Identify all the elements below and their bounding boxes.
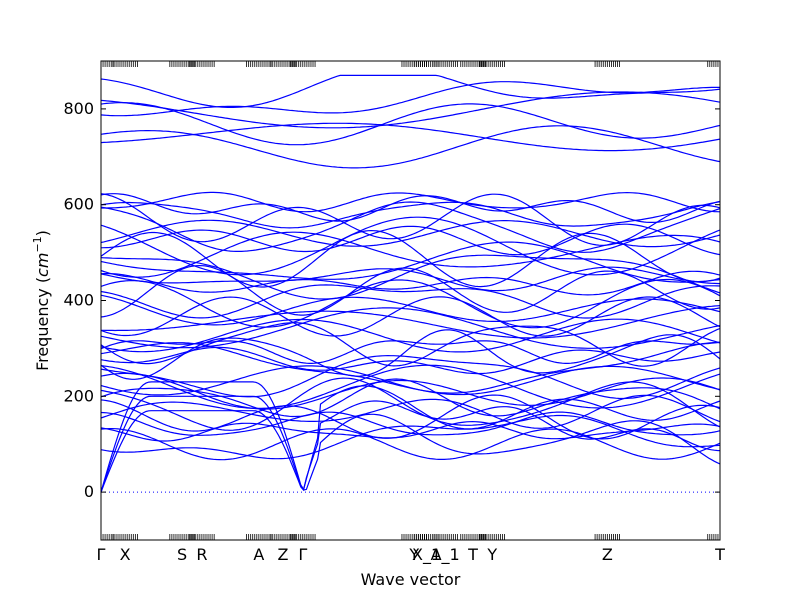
y-tick-label: 0 [84, 482, 94, 501]
phonon-band [100, 201, 721, 229]
x-tick-label: Z [278, 545, 289, 564]
x-tick-label: Y [408, 545, 419, 564]
y-tick-label: 600 [63, 195, 94, 214]
phonon-band [100, 318, 721, 353]
phonon-band [100, 201, 721, 253]
phonon-band [100, 264, 721, 318]
phonon-band [100, 102, 721, 146]
plot-frame [100, 60, 721, 541]
phonon-band [100, 294, 721, 326]
phonon-band [100, 270, 721, 296]
phonon-band [100, 395, 721, 493]
path-minor-ticks [100, 61, 721, 540]
phonon-band [100, 428, 721, 461]
phonon-band [100, 125, 721, 169]
y-tick-label: 200 [63, 386, 94, 405]
phonon-band [100, 420, 721, 442]
phonon-band [100, 284, 721, 319]
y-axis-label-close: ) [33, 230, 52, 236]
phonon-band [100, 216, 721, 276]
y-axis-label: Frequency (cm−1) [31, 230, 52, 371]
x-axis-ticks: Γ X S R A Z Γ YX_1A_1 T Y Z T [97, 545, 726, 565]
x-tick-label: X_1 [412, 545, 441, 565]
phonon-band [100, 193, 721, 223]
phonon-band [100, 307, 721, 349]
phonon-band [100, 91, 721, 129]
phonon-band [100, 241, 721, 283]
y-axis-ticks: 0 200 400 600 800 [63, 99, 720, 501]
phonon-band [100, 74, 721, 108]
x-tick-label: Y [486, 545, 497, 564]
x-tick-label: X [120, 545, 131, 564]
phonon-band [100, 346, 721, 375]
x-tick-label: Γ [298, 545, 307, 564]
phonon-band [100, 377, 721, 431]
phonon-band [100, 254, 721, 300]
phonon-band [100, 354, 721, 400]
phonon-band [101, 191, 721, 213]
phonon-band [100, 81, 720, 117]
phonon-band [100, 229, 721, 288]
x-tick-label: R [196, 545, 207, 564]
x-tick-label: A [253, 545, 264, 564]
x-tick-label: Γ [97, 545, 106, 564]
y-axis-label-exponent: −1 [31, 236, 44, 252]
band-lines [100, 74, 721, 493]
phonon-band [100, 341, 721, 394]
x-tick-label: Z [602, 545, 613, 564]
y-axis-label-unit: cm [33, 253, 52, 277]
x-tick-label: S [177, 545, 187, 564]
y-tick-label: 800 [63, 99, 94, 118]
phonon-band [100, 394, 721, 429]
phonon-band [100, 340, 721, 364]
x-axis-label: Wave vector [361, 570, 461, 589]
x-tick-label: A_1 [431, 545, 460, 565]
phonon-band [100, 372, 721, 410]
phonon-band [100, 278, 721, 329]
x-tick-label: T [714, 545, 725, 564]
phonon-band [100, 223, 721, 256]
phonon-band [100, 414, 721, 460]
phonon-band [100, 296, 721, 337]
x-tick-label: T [467, 545, 478, 564]
phonon-band [100, 410, 721, 493]
y-tick-label: 400 [63, 291, 94, 310]
phonon-band [100, 381, 721, 493]
y-axis-label-text: Frequency ( [33, 277, 52, 371]
phonon-band [100, 322, 721, 367]
phonon-band [100, 364, 721, 409]
phonon-band [100, 122, 721, 152]
phonon-band [100, 394, 721, 440]
phonon-band [100, 193, 721, 246]
